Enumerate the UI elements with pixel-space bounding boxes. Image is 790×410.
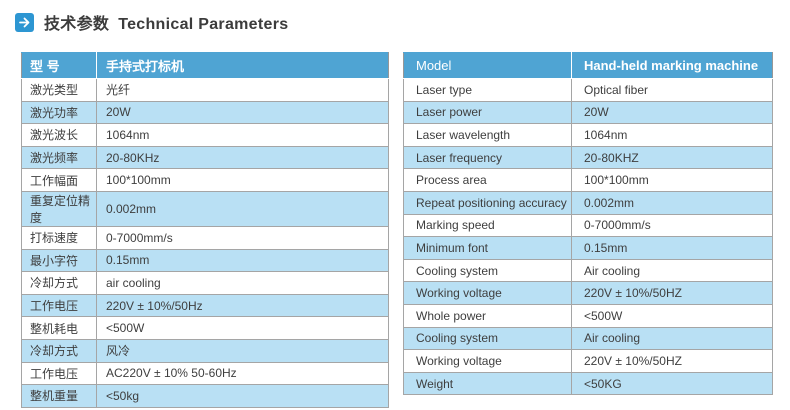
table-row: Working voltage 220V ± 10%/50HZ <box>403 349 773 373</box>
table-row: Repeat positioning accuracy 0.002mm <box>403 190 773 215</box>
table-row: Process area 100*100mm <box>403 168 773 192</box>
row-value: <50KG <box>571 371 773 396</box>
table-row: 工作电压 AC220V ± 10% 50-60Hz <box>21 361 389 386</box>
row-value: 0-7000mm/s <box>96 225 389 250</box>
row-label: 激光类型 <box>21 78 97 102</box>
row-value: 风冷 <box>96 338 389 363</box>
header-label-cell: Model <box>403 52 572 79</box>
row-value: 1064nm <box>571 123 773 147</box>
table-row: Laser frequency 20-80KHZ <box>403 145 773 170</box>
table-row: Laser power 20W <box>403 100 773 125</box>
table-row: Minimum font 0.15mm <box>403 236 773 260</box>
row-value: 0.002mm <box>571 190 773 215</box>
table-row: 激光波长 1064nm <box>21 123 389 147</box>
row-value: 20W <box>96 100 389 125</box>
row-value: 20W <box>571 100 773 125</box>
arrow-right-icon <box>15 12 34 32</box>
row-label: 工作电压 <box>21 361 97 386</box>
row-label: 激光频率 <box>21 145 97 170</box>
row-value: 0.15mm <box>96 248 389 273</box>
table-row: Whole power <500W <box>403 303 773 328</box>
page-header: 技术参数 Technical Parameters <box>15 10 288 34</box>
table-row: 冷却方式 风冷 <box>21 338 389 363</box>
row-value: 100*100mm <box>571 168 773 192</box>
row-label: Minimum font <box>403 236 572 260</box>
row-label: Cooling system <box>403 326 572 351</box>
row-label: Repeat positioning accuracy <box>403 190 572 215</box>
row-label: 整机重量 <box>21 384 97 408</box>
row-value: <500W <box>96 316 389 340</box>
header-value-cell: 手持式打标机 <box>96 52 389 79</box>
table-row: Weight <50KG <box>403 371 773 396</box>
page-title-en: Technical Parameters <box>118 16 289 33</box>
row-value: 0.002mm <box>96 190 389 227</box>
row-label: 重复定位精度 <box>21 190 97 227</box>
table-row: 激光频率 20-80KHz <box>21 145 389 170</box>
table-row: 整机重量 <50kg <box>21 384 389 408</box>
row-value: 100*100mm <box>96 168 389 192</box>
table-row: Working voltage 220V ± 10%/50HZ <box>403 281 773 305</box>
row-label: 激光功率 <box>21 100 97 125</box>
table-header-row: 型 号 手持式打标机 <box>21 52 389 79</box>
row-label: Laser frequency <box>403 145 572 170</box>
page-title: 技术参数 Technical Parameters <box>44 10 288 34</box>
row-label: Laser type <box>403 78 572 102</box>
page-title-zh: 技术参数 <box>44 16 110 33</box>
table-row: Marking speed 0-7000mm/s <box>403 213 773 238</box>
row-value: Air cooling <box>571 258 773 283</box>
row-label: 整机耗电 <box>21 316 97 340</box>
row-label: 冷却方式 <box>21 338 97 363</box>
row-label: Whole power <box>403 303 572 328</box>
row-value: <500W <box>571 303 773 328</box>
header-label-cell: 型 号 <box>21 52 97 79</box>
row-label: 最小字符 <box>21 248 97 273</box>
table-row: 冷却方式 air cooling <box>21 271 389 295</box>
table-row: 工作电压 220V ± 10%/50Hz <box>21 293 389 318</box>
row-value: 220V ± 10%/50HZ <box>571 281 773 305</box>
row-label: Cooling system <box>403 258 572 283</box>
row-label: Weight <box>403 371 572 396</box>
row-label: 打标速度 <box>21 225 97 250</box>
row-value: 20-80KHZ <box>571 145 773 170</box>
row-value: 220V ± 10%/50Hz <box>96 293 389 318</box>
row-label: 激光波长 <box>21 123 97 147</box>
row-value: 0-7000mm/s <box>571 213 773 238</box>
spec-table-cn: 型 号 手持式打标机 激光类型 光纤 激光功率 20W 激光波长 1064nm 激光频率 20… <box>21 52 389 408</box>
table-row: Laser type Optical fiber <box>403 78 773 102</box>
table-row: 激光类型 光纤 <box>21 78 389 102</box>
table-row: Laser wavelength 1064nm <box>403 123 773 147</box>
row-value: 光纤 <box>96 78 389 102</box>
row-value: <50kg <box>96 384 389 408</box>
row-label: Working voltage <box>403 349 572 373</box>
table-row: 最小字符 0.15mm <box>21 248 389 273</box>
table-header-row: Model Hand-held marking machine <box>403 52 773 79</box>
table-row: Cooling system Air cooling <box>403 258 773 283</box>
row-label: 工作电压 <box>21 293 97 318</box>
row-value: 0.15mm <box>571 236 773 260</box>
row-label: Working voltage <box>403 281 572 305</box>
spec-table-en: Model Hand-held marking machine Laser ty… <box>403 52 773 396</box>
table-row: 重复定位精度 0.002mm <box>21 190 389 227</box>
row-value: AC220V ± 10% 50-60Hz <box>96 361 389 386</box>
header-value-cell: Hand-held marking machine <box>571 52 773 79</box>
row-label: Process area <box>403 168 572 192</box>
table-row: 激光功率 20W <box>21 100 389 125</box>
table-row: 打标速度 0-7000mm/s <box>21 225 389 250</box>
row-value: Optical fiber <box>571 78 773 102</box>
table-row: Cooling system Air cooling <box>403 326 773 351</box>
row-label: Laser wavelength <box>403 123 572 147</box>
table-row: 工作幅面 100*100mm <box>21 168 389 192</box>
row-value: 20-80KHz <box>96 145 389 170</box>
row-value: 1064nm <box>96 123 389 147</box>
row-value: 220V ± 10%/50HZ <box>571 349 773 373</box>
row-value: Air cooling <box>571 326 773 351</box>
row-label: 冷却方式 <box>21 271 97 295</box>
row-label: Marking speed <box>403 213 572 238</box>
row-label: Laser power <box>403 100 572 125</box>
table-row: 整机耗电 <500W <box>21 316 389 340</box>
row-value: air cooling <box>96 271 389 295</box>
row-label: 工作幅面 <box>21 168 97 192</box>
